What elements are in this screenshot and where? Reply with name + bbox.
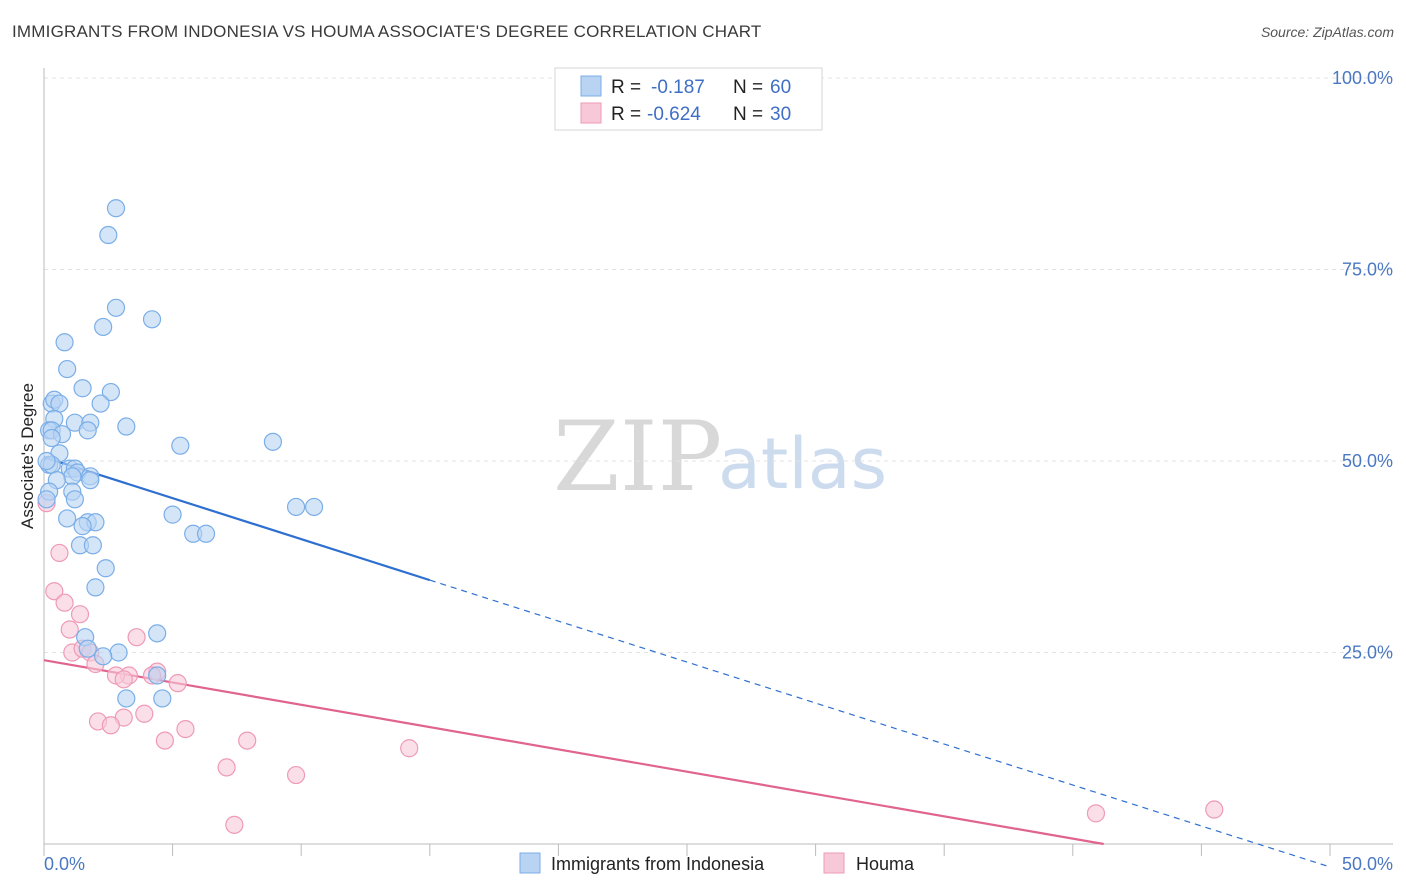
trend-lines [43, 456, 1331, 868]
data-point [101, 382, 120, 402]
data-point [83, 536, 102, 555]
data-point [78, 639, 97, 658]
data-point [196, 524, 216, 543]
trend-line-dashed-0 [429, 579, 1331, 868]
data-point [176, 719, 195, 739]
data-point [81, 471, 100, 490]
data-point [135, 704, 154, 723]
series-legend-swatch-houma [823, 852, 845, 874]
series-legend: Immigrants from Indonesia Houma [519, 852, 915, 874]
legend-swatch-houma [580, 102, 602, 124]
legend-n-value-1: 60 [770, 77, 791, 98]
data-point [148, 666, 167, 685]
data-point [99, 225, 118, 245]
data-point [73, 517, 92, 536]
grid-lines [44, 77, 1393, 653]
data-point [153, 689, 172, 708]
data-point [94, 317, 113, 337]
legend-r-value-2: -0.624 [647, 104, 701, 125]
data-point [142, 310, 162, 329]
y-tick-label: 75.0% [1342, 260, 1393, 280]
series-legend-label-indonesia: Immigrants from Indonesia [551, 854, 765, 874]
x-axis-ticks [43, 844, 1331, 856]
watermark-atlas: atlas [718, 423, 887, 505]
data-point [225, 815, 244, 834]
data-point [42, 428, 61, 448]
y-axis-tick-labels: 100.0% 75.0% 50.0% 25.0% [1332, 68, 1393, 663]
data-point [263, 432, 283, 451]
data-point [96, 559, 115, 578]
data-point [1205, 800, 1224, 819]
data-point [63, 467, 82, 486]
data-point [127, 628, 146, 647]
data-point [65, 490, 84, 509]
data-point [58, 359, 77, 379]
data-points [37, 199, 1224, 834]
data-point [171, 436, 190, 455]
watermark-zip: ZIP [553, 401, 722, 513]
data-point [117, 417, 136, 436]
data-point [117, 689, 136, 708]
data-point [155, 731, 174, 750]
x-tick-label-max: 50.0% [1342, 854, 1393, 874]
data-point [400, 739, 419, 758]
data-point [1086, 804, 1106, 823]
data-point [217, 758, 236, 777]
legend-r-label-2: R = [611, 104, 641, 125]
data-point [109, 643, 128, 662]
legend-n-value-2: 30 [770, 104, 791, 125]
data-point [163, 505, 182, 524]
data-point [86, 578, 105, 597]
legend-n-label-1: N = [733, 77, 763, 98]
source-label: Source: ZipAtlas.com [1260, 24, 1394, 40]
series-legend-swatch-indonesia [519, 852, 541, 874]
data-point [55, 333, 74, 352]
data-point [58, 509, 77, 528]
data-point [78, 421, 97, 440]
data-point [91, 394, 110, 413]
y-tick-label: 25.0% [1342, 643, 1393, 663]
data-point [101, 716, 120, 735]
data-point [106, 199, 126, 218]
legend-swatch-indonesia [580, 75, 602, 97]
data-point [286, 765, 306, 785]
data-point [148, 624, 167, 643]
data-point [73, 379, 92, 398]
legend-n-label-2: N = [733, 104, 763, 125]
trend-line-solid-1 [43, 659, 1104, 846]
y-axis-label: Associate's Degree [18, 383, 37, 529]
data-point [55, 593, 74, 612]
data-point [286, 497, 306, 517]
data-point [50, 394, 69, 413]
y-tick-label: 100.0% [1332, 68, 1393, 88]
data-point [70, 605, 90, 624]
data-point [37, 451, 56, 471]
data-point [94, 647, 113, 666]
chart-title: IMMIGRANTS FROM INDONESIA VS HOUMA ASSOC… [12, 22, 762, 41]
data-point [238, 731, 257, 750]
stats-legend: R = -0.187 N = 60 R = -0.624 N = 30 [554, 67, 823, 131]
data-point [37, 490, 56, 509]
x-tick-label-min: 0.0% [44, 854, 85, 874]
trend-line-solid-0 [43, 456, 431, 582]
series-legend-label-houma: Houma [856, 854, 915, 874]
y-tick-label: 50.0% [1342, 451, 1393, 471]
data-point [60, 620, 79, 639]
legend-r-label-1: R = [611, 77, 641, 98]
legend-r-value-1: -0.187 [651, 77, 705, 98]
data-point [114, 670, 133, 689]
data-point [304, 497, 324, 517]
data-point [168, 674, 187, 693]
data-point [50, 543, 69, 563]
data-point [106, 298, 126, 317]
data-point [45, 582, 64, 601]
